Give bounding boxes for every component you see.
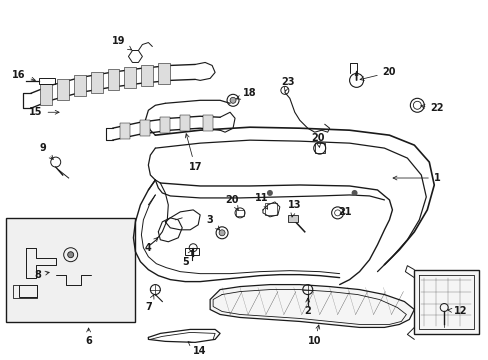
Text: 19: 19	[112, 36, 131, 50]
Bar	[141, 65, 153, 86]
Bar	[236, 210, 244, 216]
Bar	[74, 75, 85, 96]
Circle shape	[67, 252, 74, 258]
Text: 15: 15	[29, 107, 59, 117]
FancyArrow shape	[354, 71, 357, 80]
Text: 9: 9	[40, 143, 53, 159]
Bar	[203, 114, 213, 131]
Text: 22: 22	[420, 103, 443, 113]
Bar	[120, 123, 130, 139]
Text: 14: 14	[188, 342, 206, 356]
Bar	[40, 84, 52, 105]
Bar	[158, 63, 170, 84]
Text: 20: 20	[359, 67, 395, 81]
Text: 2: 2	[304, 298, 310, 316]
Bar	[107, 69, 119, 90]
Text: 12: 12	[447, 306, 467, 316]
Bar	[57, 79, 68, 100]
Text: 21: 21	[337, 207, 351, 217]
Text: 4: 4	[145, 238, 158, 253]
Text: 10: 10	[307, 325, 321, 346]
Text: 16: 16	[12, 71, 35, 81]
Text: 23: 23	[281, 77, 294, 91]
Text: 18: 18	[236, 88, 256, 99]
Bar	[314, 143, 324, 153]
Bar	[140, 120, 150, 135]
Bar	[19, 285, 37, 297]
Text: 20: 20	[310, 133, 324, 147]
Text: 6: 6	[85, 328, 92, 346]
Text: 7: 7	[145, 295, 154, 311]
Bar	[287, 215, 297, 222]
Bar	[180, 115, 190, 131]
Bar	[124, 67, 136, 88]
Text: 20: 20	[225, 195, 238, 210]
Circle shape	[219, 230, 224, 236]
Bar	[160, 117, 170, 133]
Bar	[39, 78, 55, 84]
Text: 1: 1	[392, 173, 440, 183]
Bar	[6, 218, 135, 323]
Bar	[413, 270, 478, 334]
Text: 8: 8	[34, 270, 49, 280]
Circle shape	[266, 190, 272, 196]
Circle shape	[351, 190, 357, 196]
Bar	[90, 72, 102, 93]
Circle shape	[229, 97, 236, 103]
Polygon shape	[210, 285, 413, 328]
Bar	[185, 248, 199, 255]
Text: 5: 5	[182, 251, 191, 267]
Text: 13: 13	[287, 200, 301, 217]
Text: 11: 11	[255, 193, 268, 209]
Bar	[264, 203, 276, 215]
Text: 17: 17	[185, 134, 202, 172]
Text: 3: 3	[206, 215, 219, 230]
